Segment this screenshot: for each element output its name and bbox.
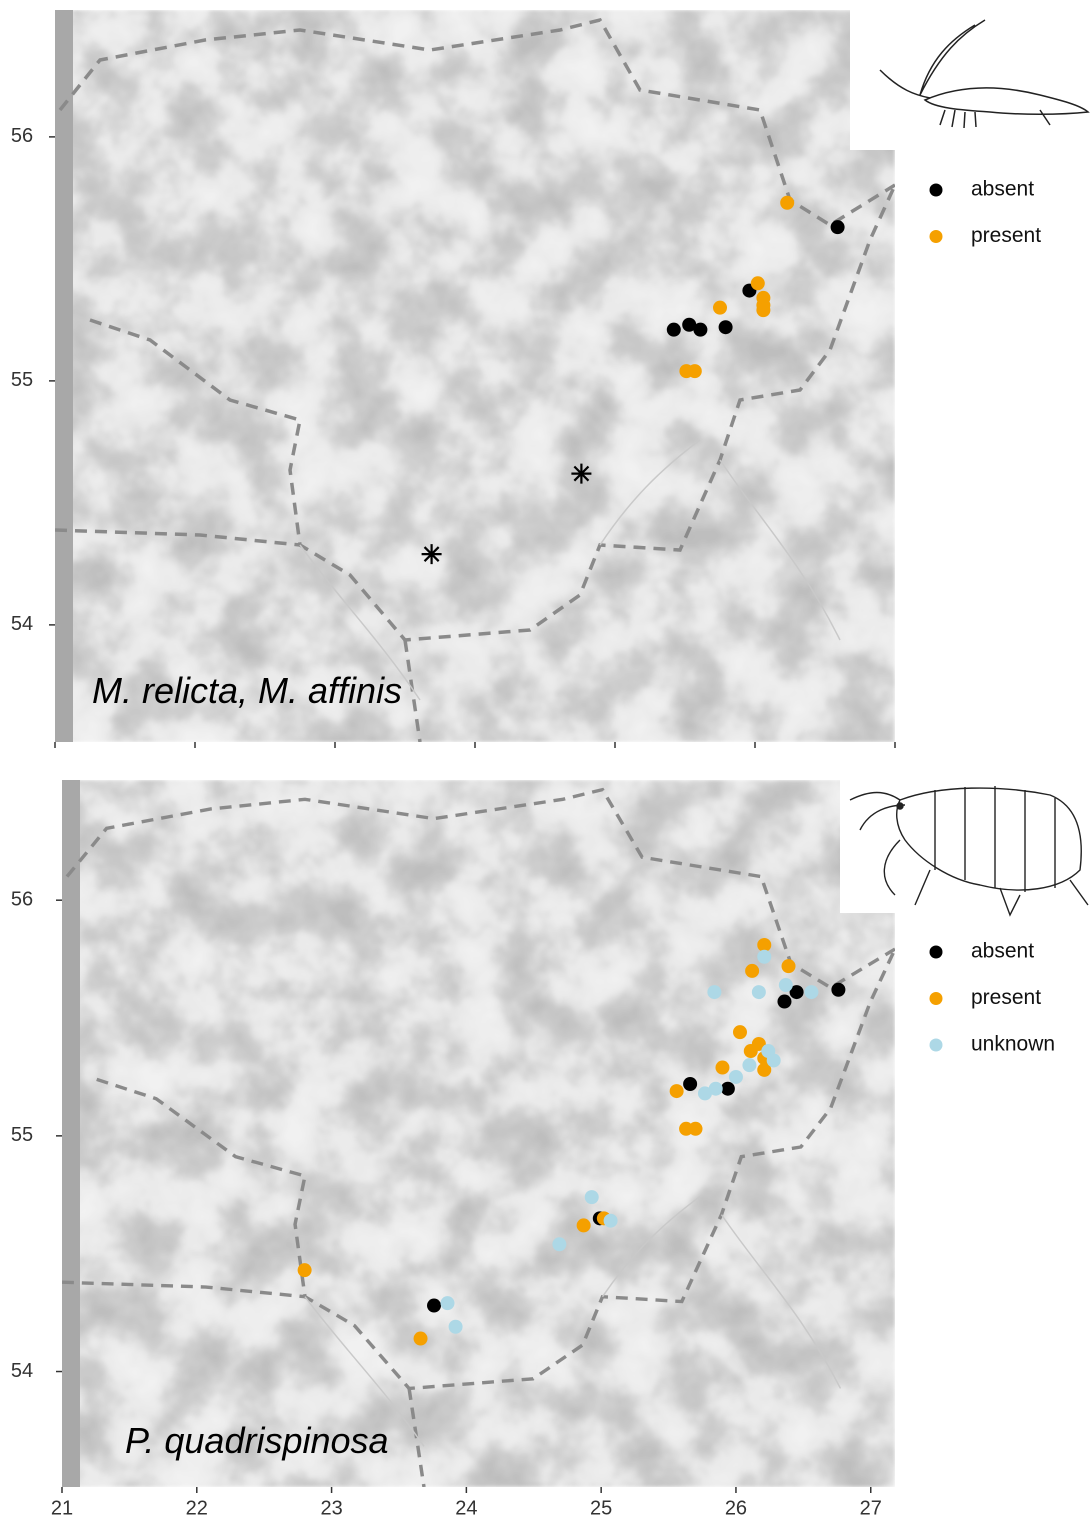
point	[721, 1082, 735, 1096]
point	[782, 959, 796, 973]
point	[689, 1122, 703, 1136]
shrimp-sketch	[880, 20, 1088, 128]
point	[751, 276, 765, 290]
y-tick-label: 55	[11, 369, 33, 391]
map-background	[55, 10, 895, 742]
x-tick-label: 21	[51, 1497, 73, 1519]
point	[733, 1025, 747, 1039]
y-tick-label: 56	[11, 888, 33, 910]
point	[440, 1296, 454, 1310]
annotation: M. relicta, M. affinis	[92, 670, 402, 711]
x-tick-label: 22	[186, 1497, 208, 1519]
point	[585, 1190, 599, 1204]
asterisk-marker	[571, 464, 591, 484]
point	[831, 983, 845, 997]
map-background	[62, 780, 895, 1487]
legend-label: present	[971, 224, 1041, 247]
point	[804, 985, 818, 999]
point	[298, 1263, 312, 1277]
point	[713, 301, 727, 315]
point	[693, 323, 707, 337]
point	[707, 985, 721, 999]
legend-label: absent	[971, 940, 1034, 963]
point	[577, 1218, 591, 1232]
point	[744, 1044, 758, 1058]
point	[667, 323, 681, 337]
y-tick-label: 55	[11, 1124, 33, 1146]
point	[449, 1320, 463, 1334]
legend-marker	[930, 1039, 943, 1052]
point	[604, 1214, 618, 1228]
legend-label: present	[971, 986, 1041, 1009]
y-tick-label: 54	[11, 1360, 33, 1382]
x-tick-label: 26	[725, 1497, 747, 1519]
legend-marker	[930, 184, 943, 197]
point	[414, 1332, 428, 1346]
point	[757, 950, 771, 964]
legend-label: unknown	[971, 1033, 1055, 1056]
point	[767, 1053, 781, 1067]
point	[715, 1061, 729, 1075]
point	[742, 1058, 756, 1072]
asterisk-marker	[422, 544, 442, 564]
x-tick-label: 25	[590, 1497, 612, 1519]
legend-marker	[930, 230, 943, 243]
x-tick-label: 24	[455, 1497, 477, 1519]
point	[427, 1299, 441, 1313]
map-notch	[850, 0, 910, 150]
legend-label: absent	[971, 178, 1034, 201]
x-tick-label: 23	[320, 1497, 342, 1519]
point	[688, 364, 702, 378]
point	[670, 1084, 684, 1098]
legend-marker	[930, 992, 943, 1005]
point	[683, 1077, 697, 1091]
point	[719, 320, 733, 334]
point	[729, 1070, 743, 1084]
legend-marker	[930, 946, 943, 959]
chart: M. relicta, M. affinis P. quadrispinosa …	[0, 0, 1090, 1521]
point	[698, 1086, 712, 1100]
point	[752, 985, 766, 999]
x-tick-label: 27	[860, 1497, 882, 1519]
point	[831, 220, 845, 234]
point	[779, 978, 793, 992]
y-tick-label: 54	[11, 613, 33, 635]
point	[777, 995, 791, 1009]
annotation: P. quadrispinosa	[125, 1420, 389, 1461]
y-tick-label: 56	[11, 125, 33, 147]
page: {"chart_data": [ {"type": "scatter", "an…	[0, 0, 1090, 1521]
point	[780, 196, 794, 210]
point	[756, 303, 770, 317]
point	[745, 964, 759, 978]
point	[552, 1237, 566, 1251]
